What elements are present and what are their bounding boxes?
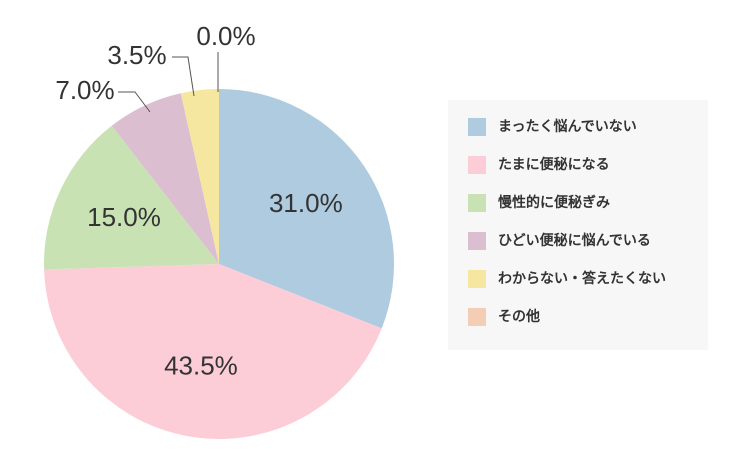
value-label: 0.0% [196, 21, 255, 51]
pie-slice [44, 125, 219, 270]
legend-swatch [468, 270, 486, 288]
pie-slice [180, 89, 219, 264]
leader-line [172, 56, 195, 97]
legend-swatch [468, 156, 486, 174]
leader-line [118, 91, 151, 113]
legend-swatch [468, 118, 486, 136]
legend-box [448, 100, 708, 350]
value-label: 43.5% [164, 350, 238, 380]
legend-swatch [468, 308, 486, 326]
legend-label: まったく悩んでいない [498, 118, 637, 135]
value-label: 15.0% [87, 202, 161, 232]
pie-slice [44, 264, 382, 439]
value-label: 31.0% [269, 188, 343, 218]
pie-slice [111, 93, 219, 264]
value-label: 7.0% [55, 75, 114, 105]
legend-label: ひどい便秘に悩んでいる [498, 232, 651, 249]
legend-swatch [468, 194, 486, 212]
legend-label: わからない・答えたくない [498, 270, 666, 287]
legend-swatch [468, 232, 486, 250]
pie-slice [219, 89, 394, 329]
legend-label: その他 [498, 308, 540, 325]
legend-label: 慢性的に便秘ぎみ [498, 194, 610, 211]
value-label: 3.5% [107, 40, 166, 70]
legend-label: たまに便秘になる [498, 156, 610, 173]
